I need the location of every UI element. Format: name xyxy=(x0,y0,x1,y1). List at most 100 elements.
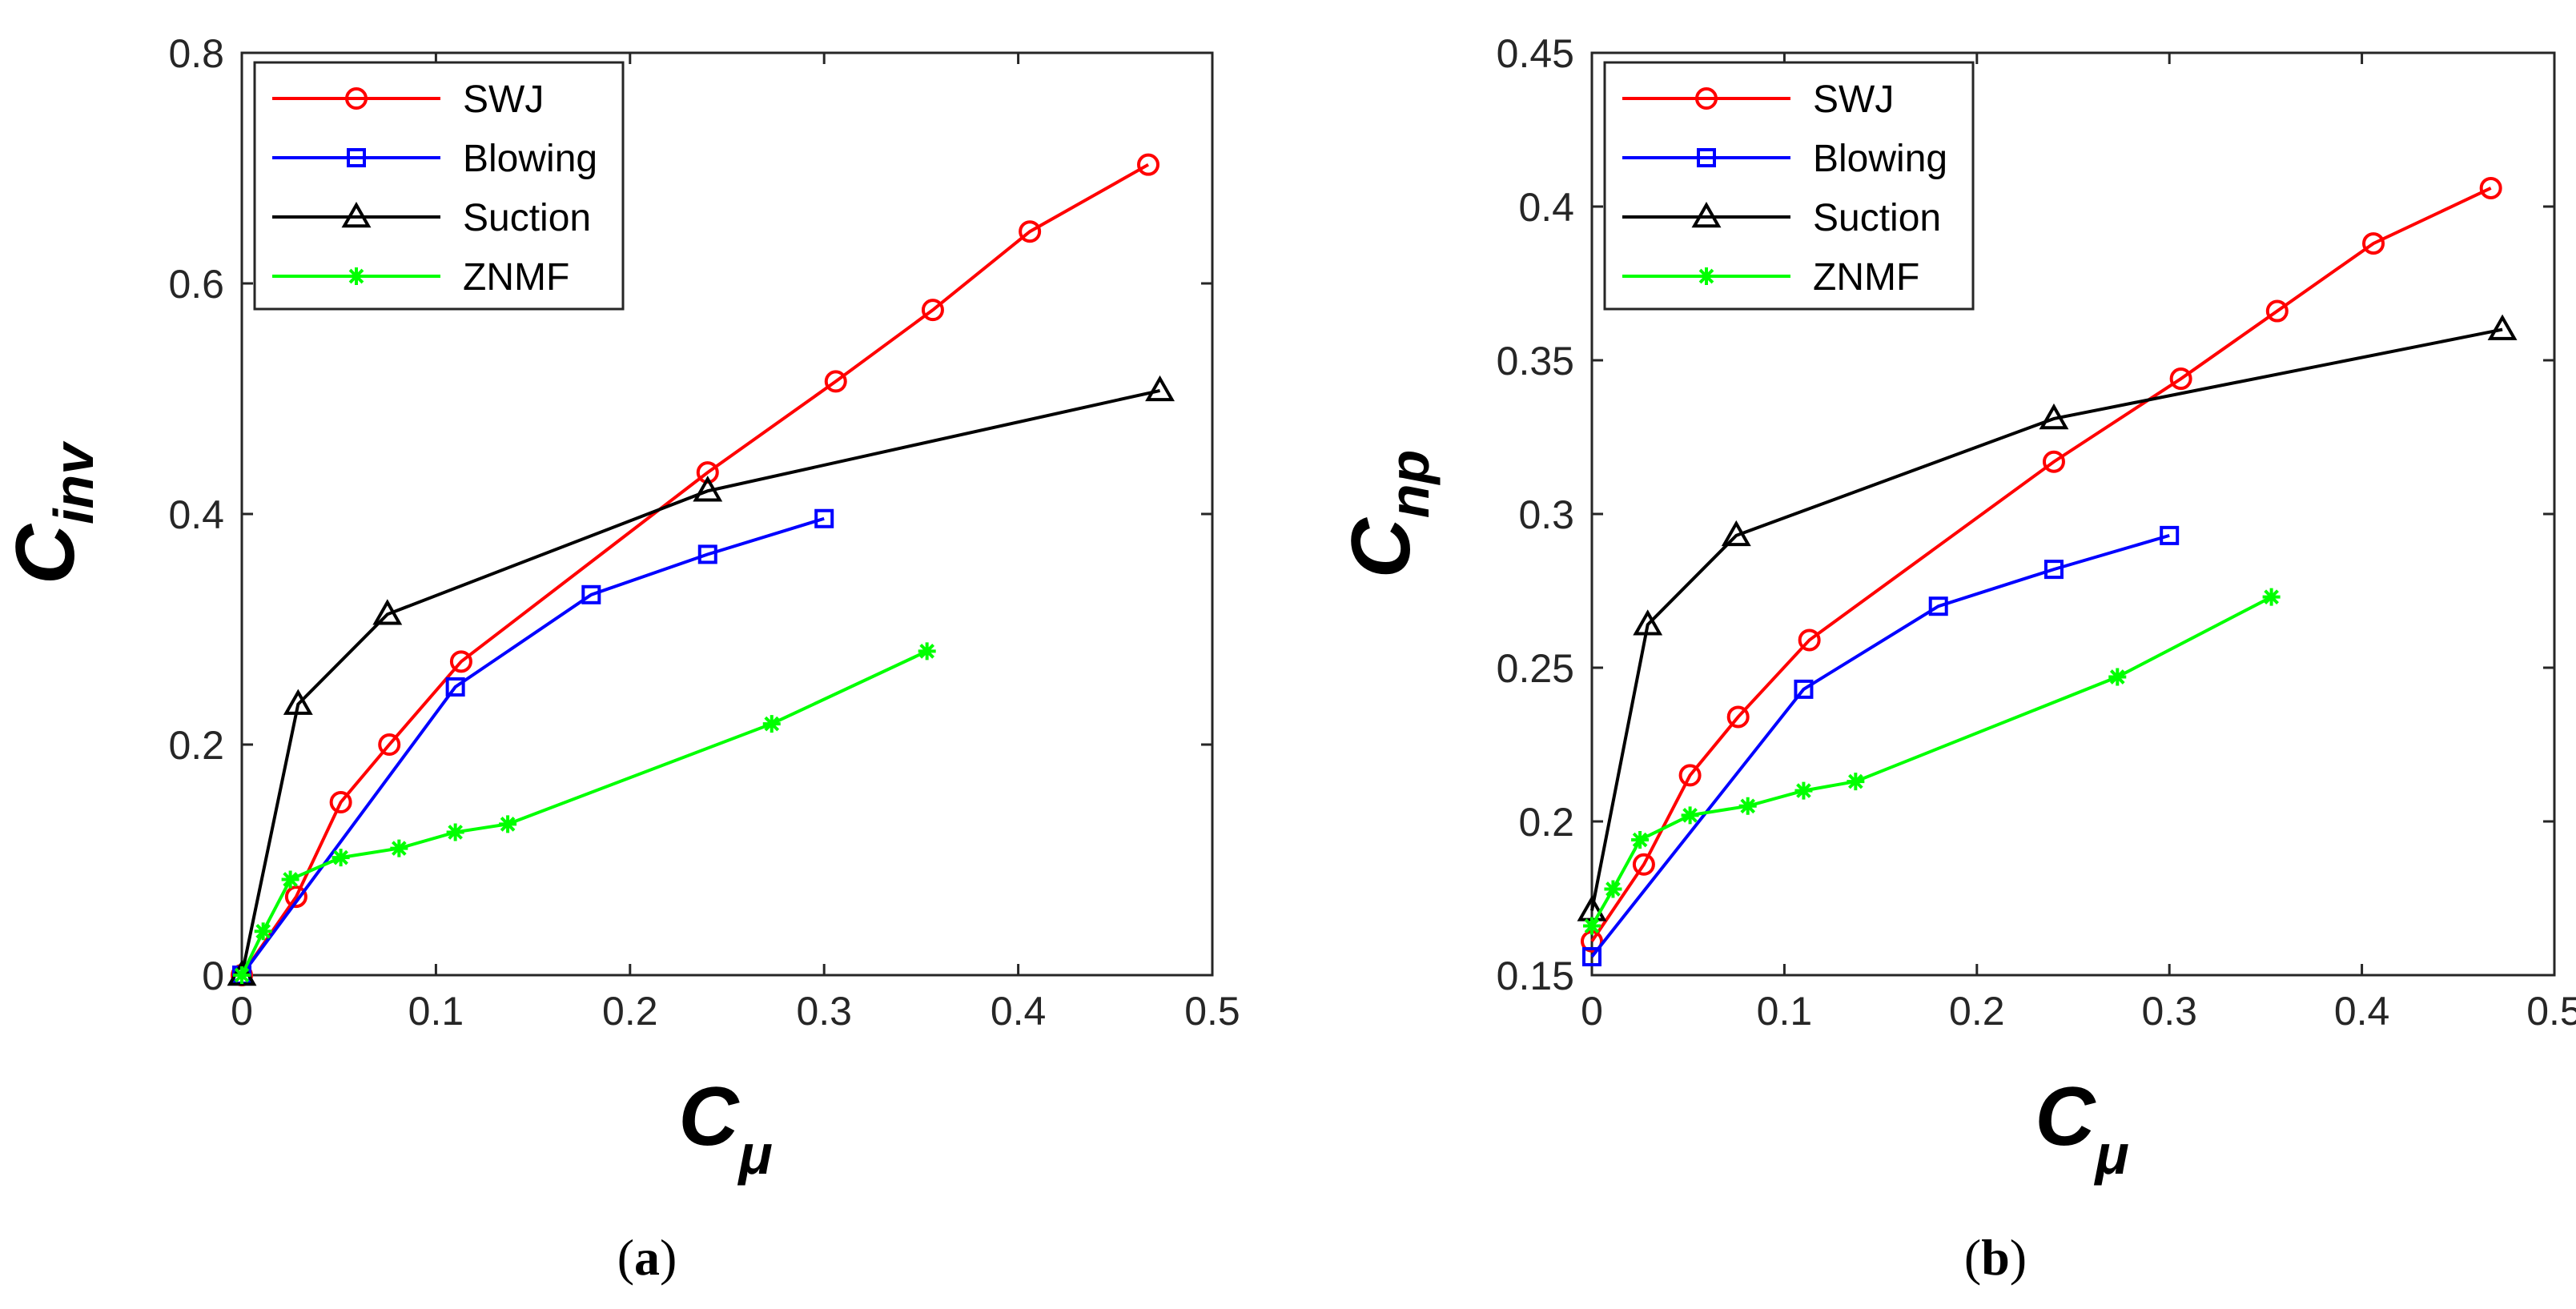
x-axis-label-sub: μ xyxy=(2093,1123,2128,1186)
series-suction xyxy=(227,375,1175,986)
marker-circle xyxy=(1632,853,1655,876)
x-axis-label-main: C xyxy=(2035,1070,2096,1163)
marker-triangle xyxy=(1633,609,1663,636)
marker-triangle xyxy=(2039,403,2069,430)
panel-caption-letter: a xyxy=(634,1229,660,1286)
marker-circle xyxy=(921,299,944,322)
marker-square xyxy=(697,544,717,564)
marker-star xyxy=(1604,880,1622,898)
y-axis-label-main: C xyxy=(1335,516,1428,578)
legend-label-znmf: ZNMF xyxy=(463,256,569,299)
y-tick-label: 0.4 xyxy=(168,492,224,537)
y-tick-label: 0.6 xyxy=(168,262,224,307)
series-suction xyxy=(1577,314,2518,922)
marker-circle xyxy=(824,370,847,393)
y-axis-label: Cinv xyxy=(0,440,105,584)
series-blowing xyxy=(232,508,834,985)
marker-square xyxy=(581,584,601,604)
panel-caption: (b) xyxy=(1964,1229,2027,1286)
marker-star xyxy=(446,823,464,841)
y-tick-label: 0.25 xyxy=(1497,646,1574,691)
marker-triangle xyxy=(372,599,403,625)
marker-star xyxy=(762,715,781,733)
series-znmf xyxy=(1583,588,2281,935)
marker-star xyxy=(1794,781,1813,800)
x-tick-label: 0.5 xyxy=(2526,989,2576,1034)
marker-circle xyxy=(1137,153,1160,176)
y-tick-label: 0.4 xyxy=(1518,185,1574,230)
series-line-suction xyxy=(1590,327,2503,911)
marker-square xyxy=(2044,560,2064,580)
chart-panel-b: 0 0.1 0.2 0.3 0.4 0.5 0.15 0.2 0.25 0.3 0.35 0.4 0.4… xyxy=(1335,31,2576,1286)
marker-circle xyxy=(345,87,368,110)
marker-circle xyxy=(449,650,472,673)
series-line-swj xyxy=(1590,187,2492,942)
legend-label-swj: SWJ xyxy=(1813,78,1894,121)
marker-circle xyxy=(2362,232,2385,255)
legend: SWJ Blowing Suction ZNMF xyxy=(253,61,625,311)
y-axis-label-sub: inv xyxy=(42,440,105,524)
y-axis-label-main: C xyxy=(0,523,92,584)
x-tick-label: 0.1 xyxy=(1757,989,1813,1034)
y-tick-label: 0.8 xyxy=(168,31,224,76)
marker-star xyxy=(1681,806,1699,825)
chart-panel-a: 0 0.1 0.2 0.3 0.4 0.500.20.40.60.8SWJBlowingS… xyxy=(0,31,1240,1286)
legend-box xyxy=(253,61,625,311)
panel-caption-letter: b xyxy=(1981,1229,2010,1286)
y-tick-label: 0.2 xyxy=(168,723,224,768)
series-line-blowing xyxy=(240,516,825,977)
marker-star xyxy=(1847,773,1865,791)
y-tick-label: 0.45 xyxy=(1497,31,1574,76)
marker-star xyxy=(233,966,251,984)
marker-triangle xyxy=(1721,520,1751,547)
x-axis-label-sub: μ xyxy=(737,1123,772,1186)
series-line-suction xyxy=(240,388,1160,976)
x-tick-label: 0.3 xyxy=(796,989,852,1034)
legend-box xyxy=(1603,61,1975,311)
x-tick-label: 0.2 xyxy=(602,989,658,1034)
panel-caption-close: ) xyxy=(660,1229,677,1286)
x-tick-label: 0.2 xyxy=(1949,989,2005,1034)
marker-circle xyxy=(1678,764,1702,787)
x-tick-label: 0 xyxy=(1581,989,1603,1034)
marker-star xyxy=(2262,588,2281,606)
panel-caption-close: ) xyxy=(2010,1229,2027,1286)
marker-triangle xyxy=(1691,201,1722,228)
marker-circle xyxy=(2042,450,2065,473)
panel-caption-open: ( xyxy=(617,1229,634,1286)
marker-star xyxy=(281,870,299,889)
x-axis-label: Cμ xyxy=(678,1070,772,1186)
marker-star xyxy=(1583,917,1601,935)
marker-star xyxy=(390,839,408,857)
marker-triangle xyxy=(2487,314,2518,340)
series-znmf xyxy=(233,642,936,984)
series-swj xyxy=(1581,176,2502,953)
x-tick-label: 0.4 xyxy=(2334,989,2390,1034)
x-tick-label: 0.1 xyxy=(408,989,464,1034)
x-tick-label: 0 xyxy=(231,989,253,1034)
marker-triangle xyxy=(283,689,313,715)
marker-star xyxy=(254,922,272,941)
series-blowing xyxy=(1582,525,2180,966)
marker-star xyxy=(1631,831,1650,849)
legend: SWJ Blowing Suction ZNMF xyxy=(1603,61,1975,311)
marker-square xyxy=(1794,679,1814,699)
legend-label-znmf: ZNMF xyxy=(1813,256,1919,299)
marker-square xyxy=(445,677,465,697)
marker-square xyxy=(1697,148,1716,167)
legend-label-blowing: Blowing xyxy=(463,138,597,180)
marker-circle xyxy=(378,733,401,756)
marker-star xyxy=(918,642,936,661)
marker-circle xyxy=(1695,87,1718,110)
x-axis-label-main: C xyxy=(678,1070,740,1163)
x-tick-label: 0.4 xyxy=(991,989,1047,1034)
marker-circle xyxy=(329,791,352,813)
marker-star xyxy=(1698,267,1715,285)
y-tick-label: 0 xyxy=(202,954,224,998)
marker-circle xyxy=(2479,176,2502,199)
x-tick-label: 0.3 xyxy=(2141,989,2197,1034)
y-tick-label: 0.2 xyxy=(1518,800,1574,845)
marker-circle xyxy=(1726,705,1750,729)
marker-circle xyxy=(284,885,307,909)
